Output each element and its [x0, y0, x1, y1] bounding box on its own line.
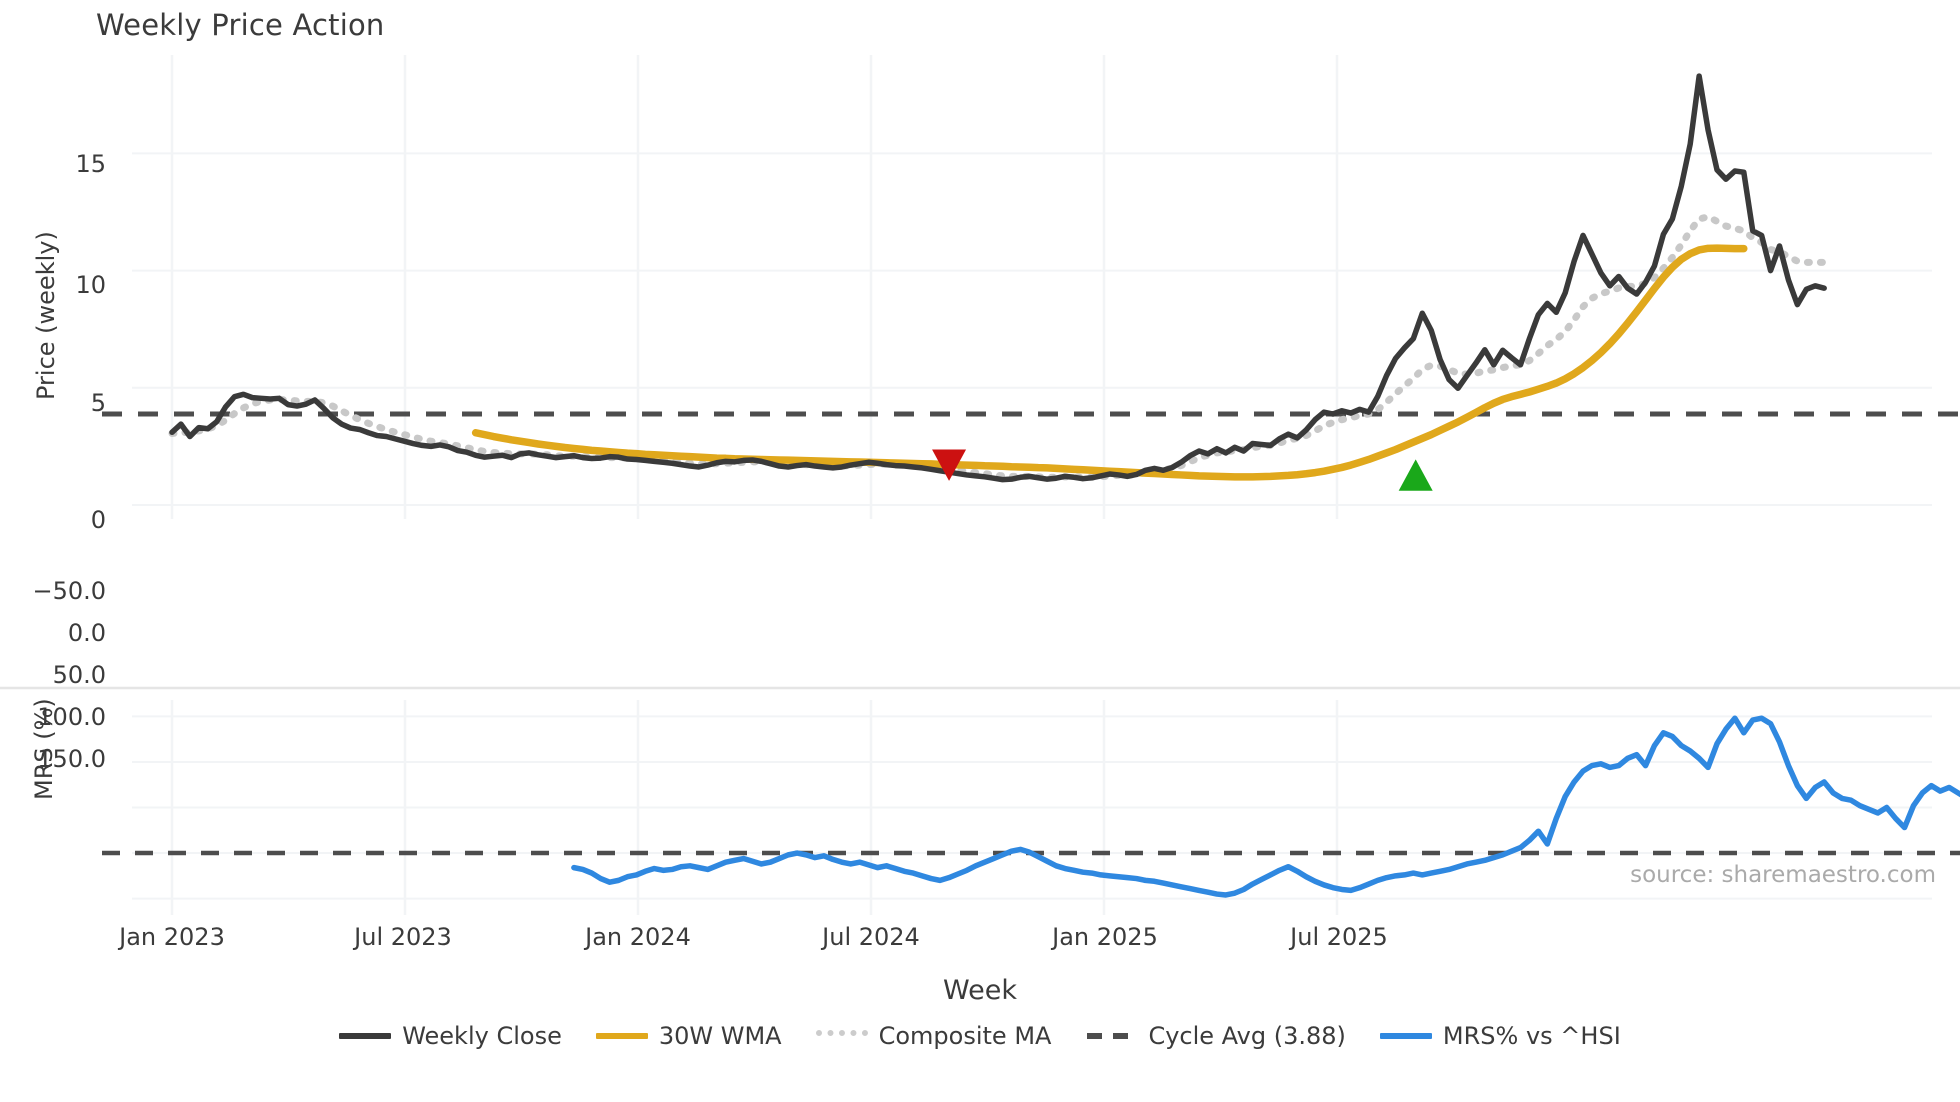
legend-label-mrs: MRS% vs ^HSI: [1442, 1022, 1621, 1050]
xtick-jan-2023: Jan 2023: [119, 923, 225, 951]
legend-item-cycle-avg[interactable]: Cycle Avg (3.88): [1085, 1022, 1346, 1050]
mrs-chart-panel: [0, 686, 1960, 915]
weekly-close-line: [169, 73, 1827, 483]
line-swatch-icon: [595, 1025, 648, 1047]
line-swatch-icon: [339, 1025, 392, 1047]
mrs-ytick-150: −50.0: [32, 577, 106, 605]
xtick-jul-2024: Jul 2024: [822, 923, 920, 951]
dotted-line-swatch-icon: [815, 1025, 868, 1047]
price-ytick-0: 0: [90, 506, 106, 534]
xtick-jul-2025: Jul 2025: [1290, 923, 1388, 951]
price-yaxis-title: Price (weekly): [32, 231, 60, 400]
legend-item-composite-ma[interactable]: Composite MA: [815, 1022, 1052, 1050]
mrs-line: [571, 715, 1960, 898]
source-watermark: source: sharemaestro.com: [1630, 862, 1936, 888]
price-ytick-10: 10: [75, 271, 106, 299]
price-plot-area: [102, 55, 1960, 519]
chart-legend: Weekly Close 30W WMA Composite MA Cycle …: [0, 1022, 1960, 1050]
price-chart-panel: [102, 55, 1960, 519]
legend-label-30w-wma: 30W WMA: [658, 1022, 782, 1050]
legend-item-weekly-close[interactable]: Weekly Close: [339, 1022, 562, 1050]
mrs-ytick-0: 100.0: [37, 703, 106, 731]
chart-title: Weekly Price Action: [96, 8, 385, 42]
xaxis-title: Week: [943, 975, 1017, 1006]
mrs-ytick-neg50: 150.0: [37, 745, 106, 773]
mrs-ytick-50: 50.0: [52, 661, 106, 689]
mrs-ytick-100: 0.0: [67, 619, 106, 647]
legend-label-composite-ma: Composite MA: [878, 1022, 1052, 1050]
dashed-line-swatch-icon: [1085, 1025, 1137, 1047]
legend-item-30w-wma[interactable]: 30W WMA: [595, 1022, 782, 1050]
xtick-jul-2023: Jul 2023: [354, 923, 452, 951]
sell-marker-1-down-triangle-icon: [932, 449, 967, 481]
legend-item-mrs[interactable]: MRS% vs ^HSI: [1379, 1022, 1621, 1050]
price-ytick-15: 15: [75, 150, 106, 178]
buy-marker-1-up-triangle-icon: [1398, 459, 1433, 491]
wma-line: [471, 244, 1748, 481]
legend-label-cycle-avg: Cycle Avg (3.88): [1148, 1022, 1346, 1050]
mrs-yaxis-title: MRS (%): [30, 698, 58, 800]
xtick-jan-2025: Jan 2025: [1052, 923, 1158, 951]
price-ytick-5: 5: [90, 389, 106, 417]
legend-label-weekly-close: Weekly Close: [402, 1022, 562, 1050]
xtick-jan-2024: Jan 2024: [585, 923, 691, 951]
line-swatch-icon: [1379, 1025, 1432, 1047]
mrs-plot-area: [0, 686, 1960, 915]
